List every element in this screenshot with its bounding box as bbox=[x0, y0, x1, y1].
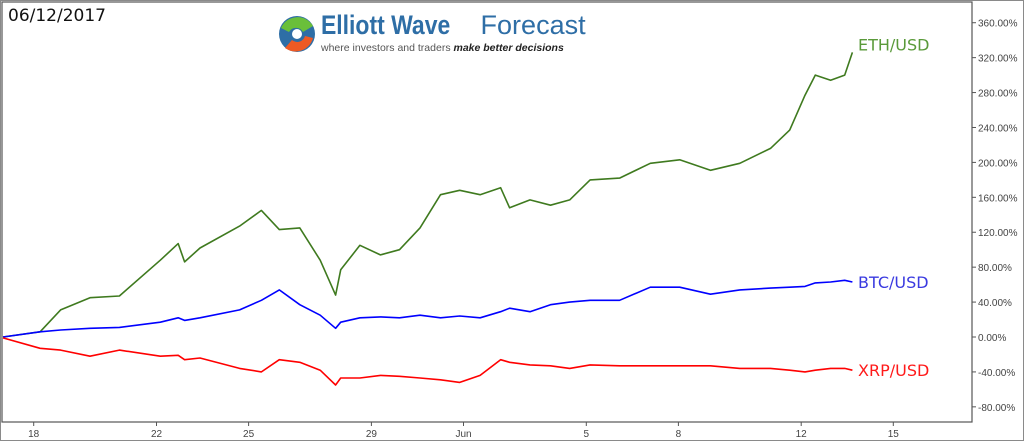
plot-area bbox=[1, 1, 973, 423]
y-tick-label: 120.00% bbox=[978, 228, 1018, 239]
x-tick-label: 25 bbox=[243, 429, 255, 440]
date-label: 06/12/2017 bbox=[8, 6, 106, 26]
y-tick-label: 240.00% bbox=[978, 123, 1018, 134]
y-tick-label: 40.00% bbox=[978, 298, 1012, 309]
x-tick-label: 29 bbox=[366, 429, 378, 440]
elliott-wave-forecast-logo: Elliott Wave Forecast where investors an… bbox=[277, 10, 657, 58]
y-tick-label: 320.00% bbox=[978, 54, 1018, 65]
x-tick-label: Jun bbox=[455, 429, 471, 440]
xrp-usd-line bbox=[2, 337, 853, 386]
btc-usd-label: BTC/USD bbox=[858, 273, 929, 292]
y-tick-label: -40.00% bbox=[978, 368, 1015, 379]
x-tick-label: 8 bbox=[676, 429, 682, 440]
x-tick-label: 22 bbox=[151, 429, 163, 440]
y-tick-label: 0.00% bbox=[978, 333, 1006, 344]
logo-title: Elliott Wave Forecast bbox=[321, 10, 586, 40]
x-tick-label: 15 bbox=[888, 429, 900, 440]
y-tick-label: -80.00% bbox=[978, 403, 1015, 414]
y-tick-label: 160.00% bbox=[978, 193, 1018, 204]
y-tick-label: 200.00% bbox=[978, 158, 1018, 169]
logo-tagline: where investors and traders make better … bbox=[321, 42, 564, 54]
x-tick-label: 12 bbox=[796, 429, 808, 440]
x-tick-label: 5 bbox=[584, 429, 590, 440]
y-tick-label: 80.00% bbox=[978, 263, 1012, 274]
logo-swirl-icon bbox=[279, 16, 315, 52]
btc-usd-line bbox=[2, 279, 853, 338]
xrp-usd-label: XRP/USD bbox=[858, 361, 929, 380]
eth-usd-line bbox=[2, 52, 854, 338]
y-tick-label: 280.00% bbox=[978, 89, 1018, 100]
x-tick-label: 18 bbox=[28, 429, 40, 440]
eth-usd-label: ETH/USD bbox=[858, 35, 930, 54]
y-tick-label: 360.00% bbox=[978, 19, 1018, 30]
